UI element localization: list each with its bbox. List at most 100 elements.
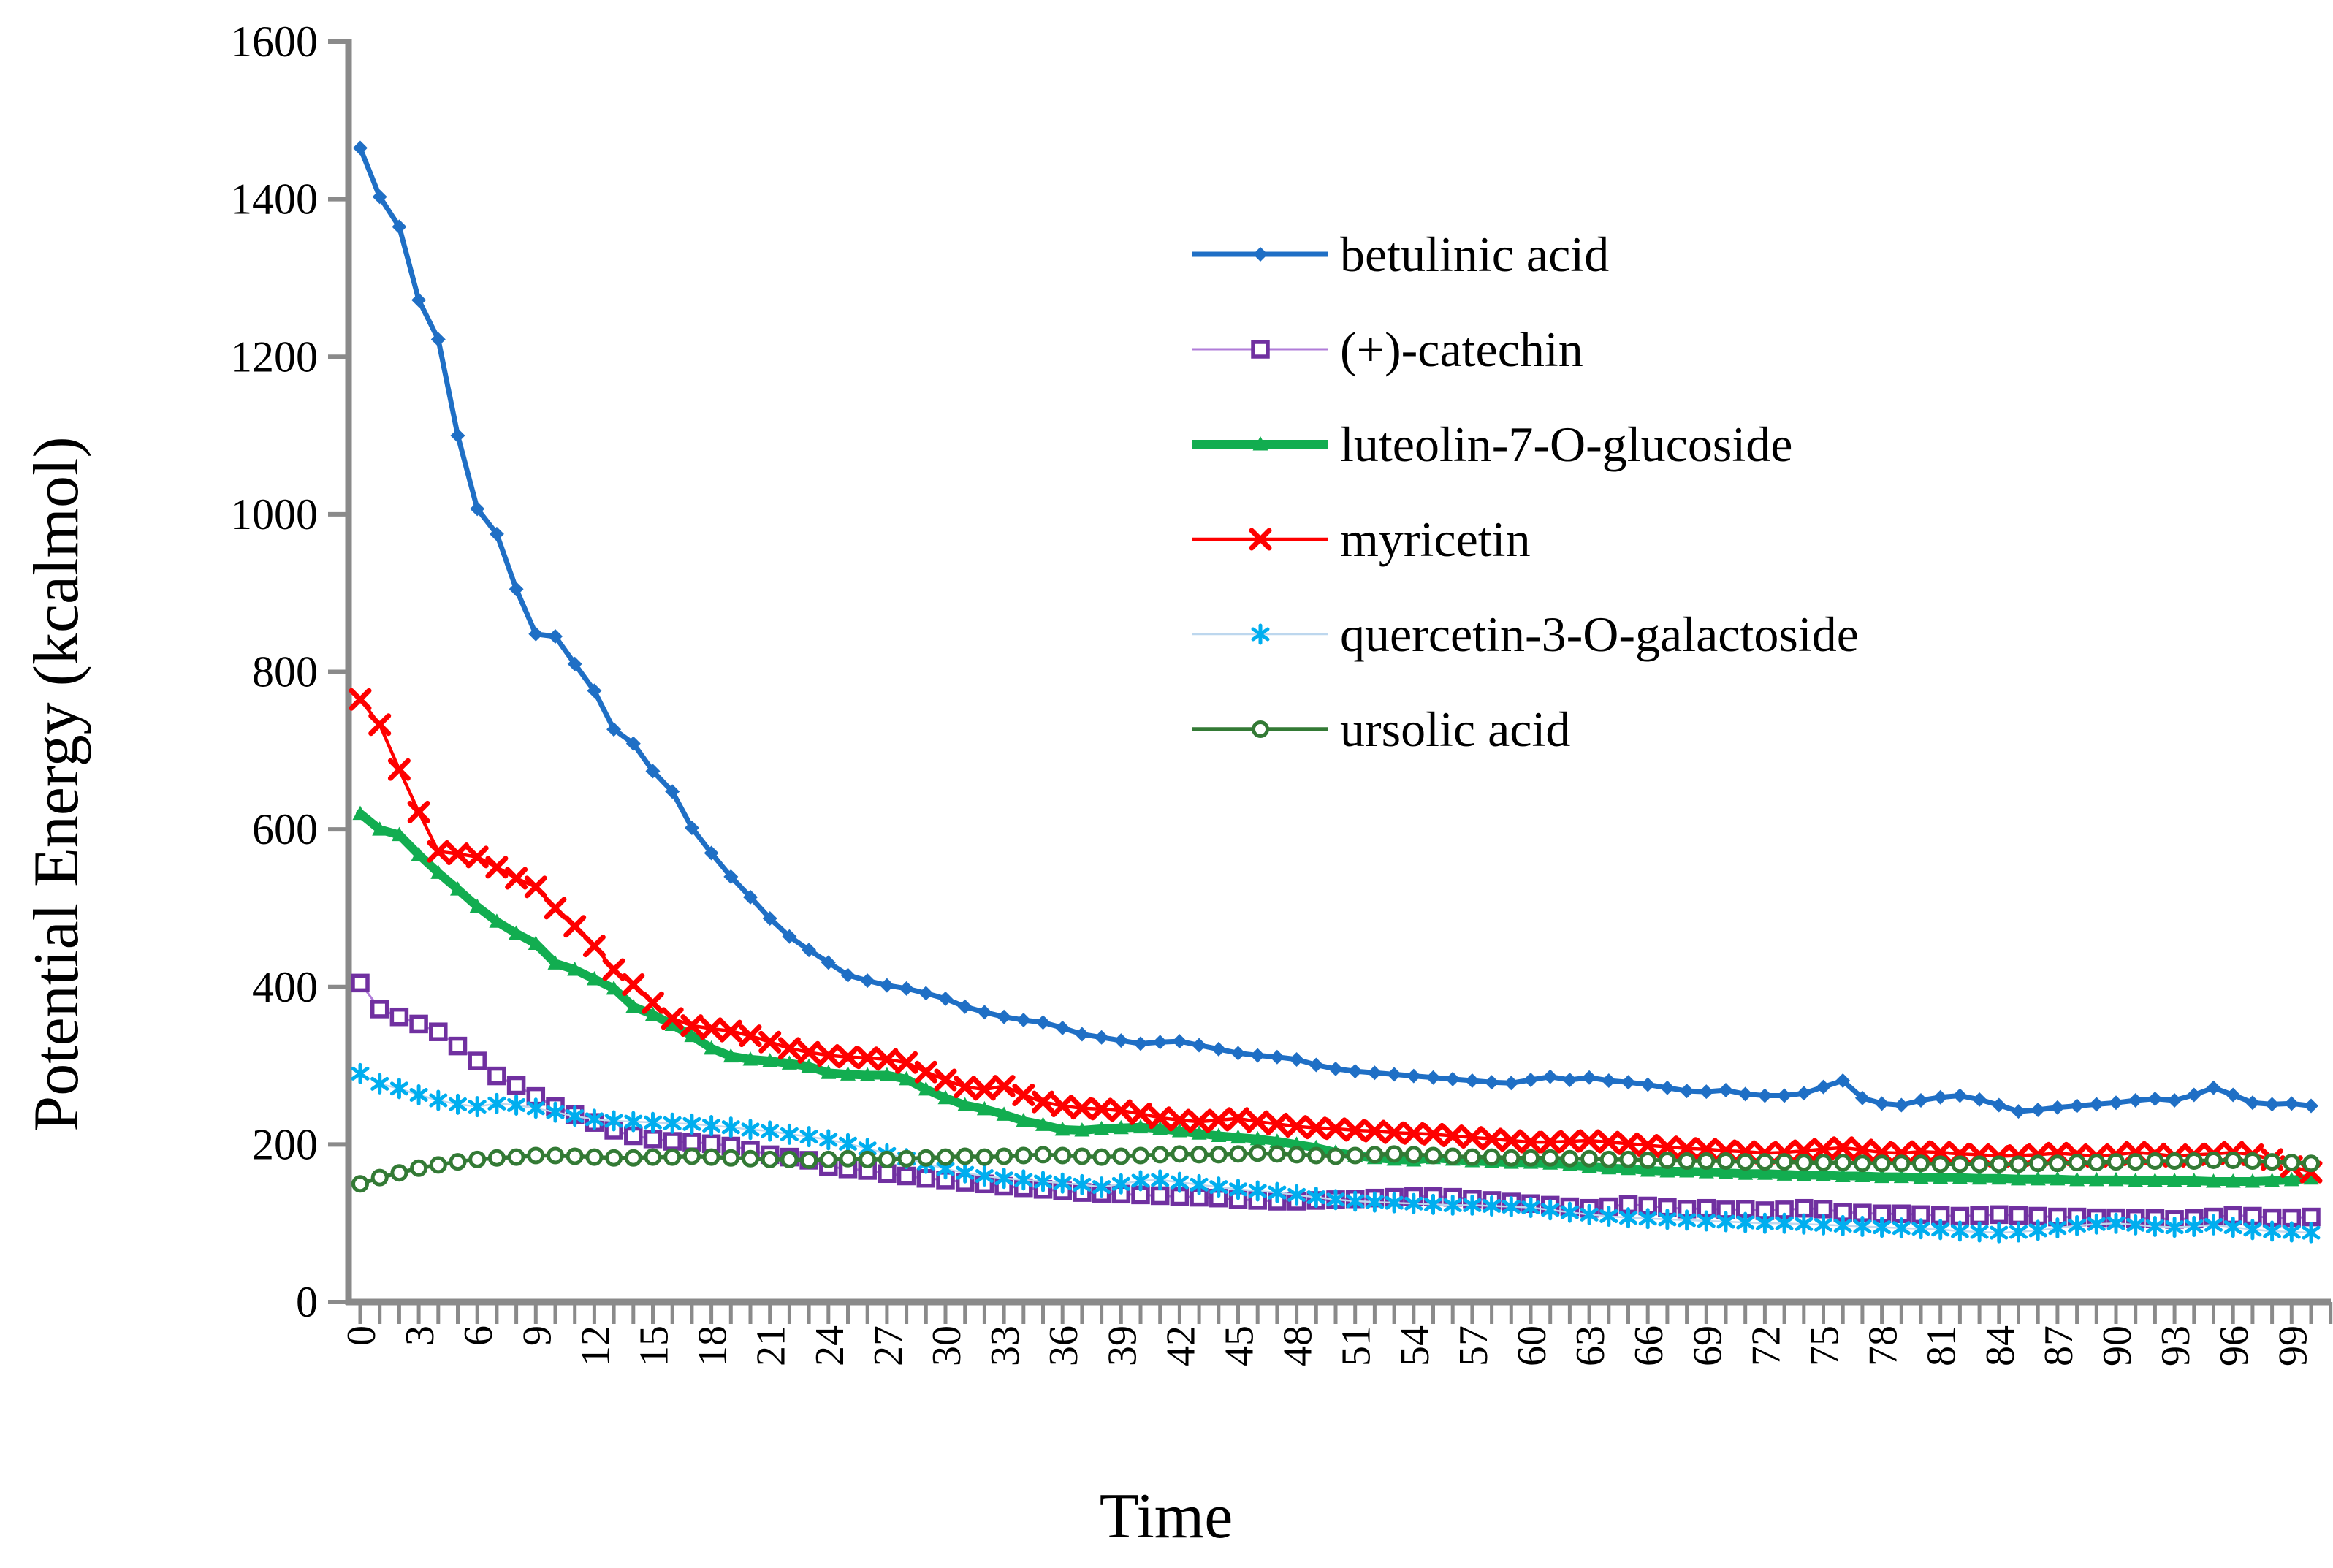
star-marker (1990, 1222, 2009, 1244)
star-marker (1521, 1197, 1540, 1219)
x-tick-label: 18 (690, 1325, 736, 1366)
x-marker (1070, 1097, 1094, 1120)
x-marker (1344, 1119, 1367, 1142)
star-marker (994, 1168, 1013, 1190)
star-marker (721, 1116, 740, 1138)
open-circle-marker (1736, 1153, 1754, 1171)
star-marker (839, 1133, 857, 1154)
open-circle-marker (1151, 1146, 1169, 1164)
triangle-marker (742, 1051, 758, 1066)
diamond-marker (1542, 1069, 1558, 1084)
open-circle-marker (897, 1149, 916, 1168)
x-marker (1285, 1115, 1309, 1138)
open-circle-marker (2087, 1154, 2106, 1172)
open-circle-marker (780, 1150, 799, 1168)
x-tick-label: 15 (632, 1325, 677, 1366)
star-marker (604, 1110, 623, 1132)
triangle-marker (899, 1070, 915, 1086)
open-circle-marker (605, 1149, 623, 1167)
star-marker (1853, 1216, 1872, 1237)
diamond-marker (2284, 1096, 2299, 1111)
star-marker (2087, 1213, 2106, 1235)
x-marker (1382, 1121, 1406, 1144)
star-marker (1502, 1196, 1521, 1218)
open-circle-marker (1541, 1149, 1559, 1167)
legend-item-catechin: (+)-catechin (1191, 302, 1859, 397)
x-marker (797, 1040, 821, 1064)
open-circle-marker (1327, 1147, 1344, 1165)
x-marker (368, 713, 392, 737)
x-tick-label: 12 (573, 1325, 618, 1366)
open-circle-marker (761, 1150, 779, 1168)
diamond-marker (762, 910, 777, 926)
triangle-marker (2283, 1171, 2299, 1187)
star-marker (566, 1105, 585, 1127)
y-tick-label: 200 (252, 1120, 318, 1168)
x-marker (992, 1075, 1016, 1098)
diamond-marker (1504, 1076, 1519, 1091)
x-tick-label: 39 (1100, 1325, 1145, 1366)
diamond-marker (1464, 1073, 1480, 1089)
x-tick-label: 99 (2270, 1325, 2315, 1366)
star-marker (1306, 1187, 1325, 1209)
triangle-marker (976, 1100, 992, 1116)
diamond-marker (821, 955, 836, 970)
open-circle-marker (1171, 1145, 1189, 1163)
diamond-marker (1114, 1033, 1129, 1048)
x-marker (1636, 1133, 1659, 1157)
open-circle-marker (507, 1148, 525, 1166)
open-square-marker (1990, 1205, 2009, 1225)
triangle-marker (2245, 1173, 2261, 1188)
star-marker (1950, 1220, 1969, 1242)
open-circle-marker (1229, 1145, 1247, 1163)
x-marker (642, 991, 664, 1014)
triangle-marker (1874, 1168, 1890, 1184)
open-circle-marker (1249, 1144, 1267, 1162)
diamond-marker (1094, 1030, 1109, 1045)
triangle-marker (2303, 1170, 2319, 1185)
open-circle-marker (527, 1146, 545, 1165)
diamond-marker (1152, 1035, 1168, 1050)
diamond-marker (1562, 1072, 1577, 1087)
diamond-marker (625, 736, 641, 751)
open-square-marker (682, 1133, 701, 1152)
triangle-marker (450, 881, 465, 896)
star-marker (1892, 1217, 1911, 1239)
x-marker (1422, 1122, 1445, 1146)
x-tick-label: 9 (514, 1325, 560, 1346)
star-marker (1346, 1190, 1365, 1212)
triangle-marker (2186, 1172, 2202, 1187)
diamond-marker (587, 683, 602, 699)
open-square-marker (897, 1166, 916, 1186)
triangle-marker (762, 1053, 778, 1067)
triangle-marker (2166, 1172, 2182, 1187)
triangle-marker (684, 1027, 700, 1043)
triangle-marker (1933, 1169, 1949, 1184)
open-circle-marker (1814, 1154, 1832, 1172)
triangle-marker (528, 935, 544, 950)
triangle-marker (1152, 1120, 1168, 1135)
x-tick-label: 93 (2153, 1325, 2199, 1366)
diamond-marker (1133, 1036, 1148, 1051)
open-circle-marker (1717, 1152, 1735, 1171)
triangle-marker (2011, 1171, 2026, 1186)
triangle-marker (1113, 1119, 1129, 1135)
diamond-marker (957, 999, 973, 1014)
diamond-marker (353, 140, 368, 156)
diamond-marker (879, 978, 894, 993)
diamond-marker (1835, 1073, 1851, 1089)
star-marker (1775, 1212, 1794, 1234)
star-marker (956, 1162, 975, 1184)
x-marker (856, 1046, 879, 1070)
star-marker (2282, 1221, 2301, 1243)
star-marker (624, 1111, 643, 1133)
open-circle-marker (2243, 1152, 2261, 1171)
triangle-marker (489, 913, 505, 928)
open-circle-marker (429, 1156, 447, 1174)
legend-item-betulinic-acid: betulinic acid (1191, 207, 1859, 302)
open-circle-marker (1209, 1146, 1228, 1164)
open-square-marker (409, 1014, 428, 1034)
triangle-marker (2088, 1171, 2104, 1187)
triangle-marker (1016, 1113, 1032, 1127)
